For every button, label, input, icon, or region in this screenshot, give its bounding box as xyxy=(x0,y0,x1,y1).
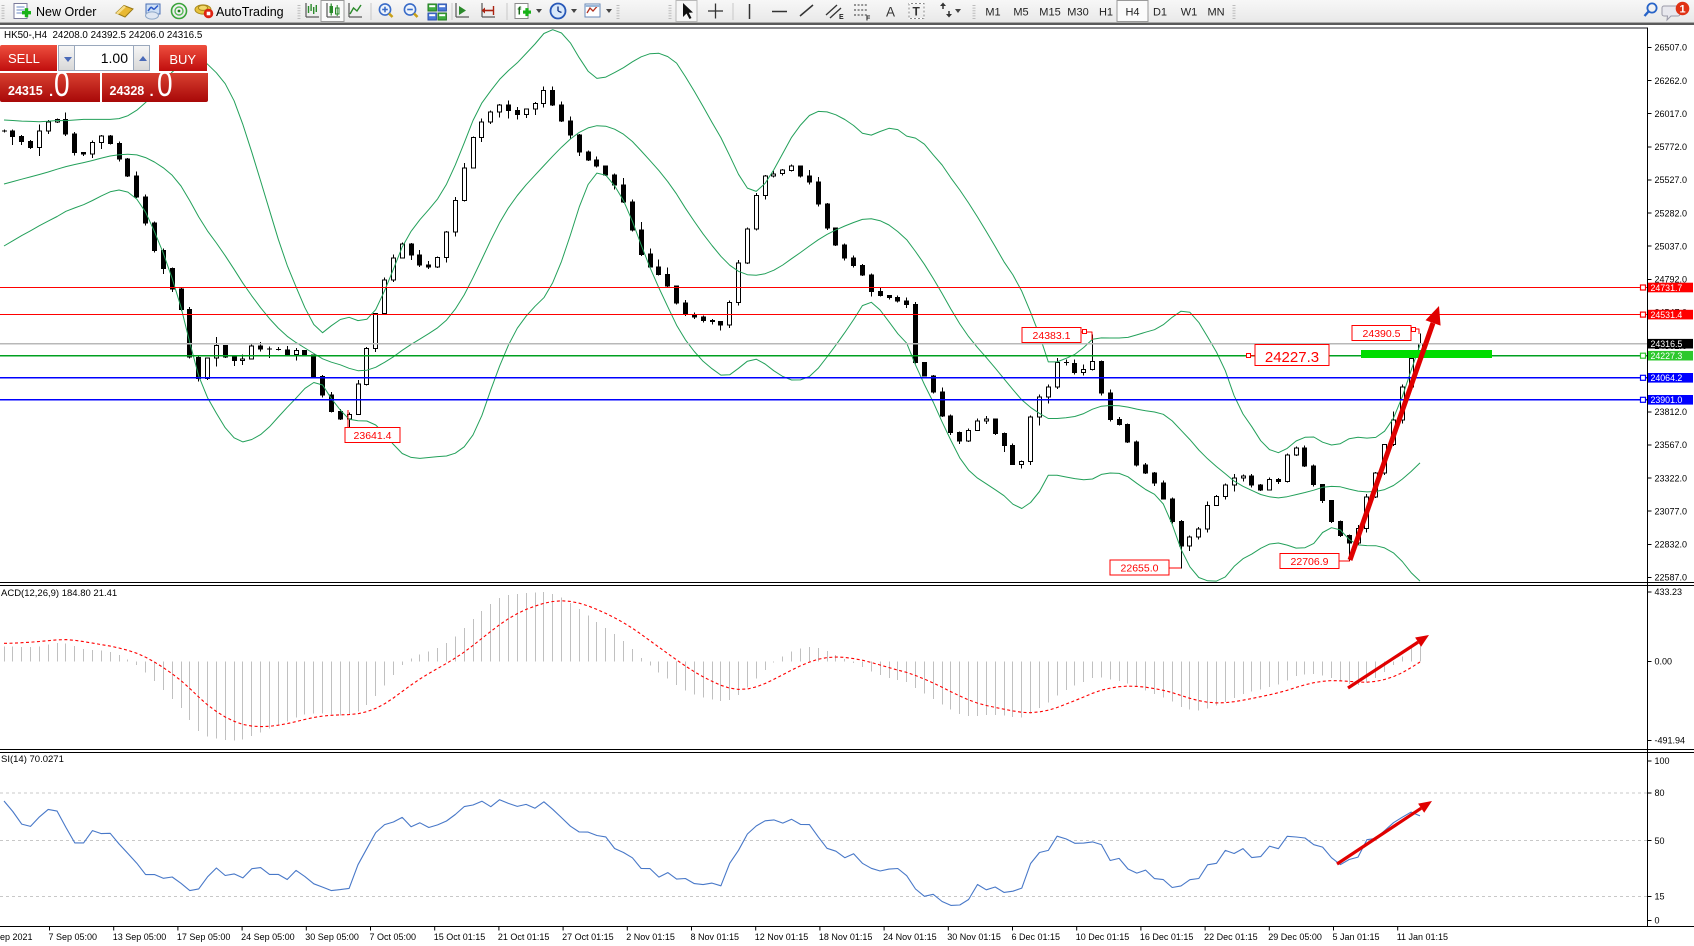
svg-text:24064.2: 24064.2 xyxy=(1651,373,1683,383)
svg-text:M5: M5 xyxy=(1013,7,1028,19)
svg-text:23901.0: 23901.0 xyxy=(1651,395,1683,405)
svg-text:22 Dec 01:15: 22 Dec 01:15 xyxy=(1204,932,1258,942)
svg-text:12 Nov 01:15: 12 Nov 01:15 xyxy=(755,932,809,942)
svg-text:1: 1 xyxy=(1679,4,1685,16)
svg-text:T: T xyxy=(913,5,921,19)
svg-text:22706.9: 22706.9 xyxy=(1291,556,1329,568)
svg-text:80: 80 xyxy=(1655,788,1665,798)
svg-text:26507.0: 26507.0 xyxy=(1655,43,1688,53)
svg-text:HK50-,H4 24208.0 24392.5 2420: HK50-,H4 24208.0 24392.5 24206.0 24316.5 xyxy=(4,30,203,41)
svg-text:25037.0: 25037.0 xyxy=(1655,241,1688,251)
svg-text:6 Dec 01:15: 6 Dec 01:15 xyxy=(1012,932,1061,942)
svg-text:16 Dec 01:15: 16 Dec 01:15 xyxy=(1140,932,1194,942)
svg-text:0.00: 0.00 xyxy=(1655,657,1673,667)
svg-text:13 Sep 05:00: 13 Sep 05:00 xyxy=(113,932,167,942)
svg-text:-491.94: -491.94 xyxy=(1655,736,1686,746)
svg-text:M1: M1 xyxy=(985,7,1000,19)
svg-text:23812.0: 23812.0 xyxy=(1655,407,1688,417)
svg-text:5 Jan 01:15: 5 Jan 01:15 xyxy=(1333,932,1380,942)
svg-text:30 Sep 05:00: 30 Sep 05:00 xyxy=(305,932,359,942)
svg-text:23641.4: 23641.4 xyxy=(354,430,392,442)
svg-text:D1: D1 xyxy=(1153,7,1167,19)
svg-text:0: 0 xyxy=(1655,916,1660,926)
svg-text:H1: H1 xyxy=(1099,7,1113,19)
svg-text:25527.0: 25527.0 xyxy=(1655,175,1688,185)
svg-text:22832.0: 22832.0 xyxy=(1655,540,1688,550)
svg-text:24390.5: 24390.5 xyxy=(1363,328,1401,340)
svg-text:23322.0: 23322.0 xyxy=(1655,473,1688,483)
svg-text:f: f xyxy=(518,6,522,18)
svg-text:24 Nov 01:15: 24 Nov 01:15 xyxy=(883,932,937,942)
svg-text:21 Oct 01:15: 21 Oct 01:15 xyxy=(498,932,550,942)
svg-text:7 Oct 05:00: 7 Oct 05:00 xyxy=(370,932,417,942)
svg-text:A: A xyxy=(886,5,895,20)
svg-text:MN: MN xyxy=(1207,7,1224,19)
svg-text:W1: W1 xyxy=(1181,7,1198,19)
svg-text:27 Oct 01:15: 27 Oct 01:15 xyxy=(562,932,614,942)
svg-text:22655.0: 22655.0 xyxy=(1121,563,1159,575)
svg-text:24383.1: 24383.1 xyxy=(1033,330,1071,342)
svg-text:433.23: 433.23 xyxy=(1655,587,1683,597)
svg-text:H4: H4 xyxy=(1125,7,1139,19)
svg-text:23567.0: 23567.0 xyxy=(1655,440,1688,450)
svg-text:22587.0: 22587.0 xyxy=(1655,573,1688,583)
svg-text:2 Nov 01:15: 2 Nov 01:15 xyxy=(626,932,675,942)
svg-text:18 Nov 01:15: 18 Nov 01:15 xyxy=(819,932,873,942)
svg-text:24227.3: 24227.3 xyxy=(1265,349,1319,366)
svg-text:SI(14) 70.0271: SI(14) 70.0271 xyxy=(1,754,64,765)
svg-text:25282.0: 25282.0 xyxy=(1655,208,1688,218)
svg-text:F: F xyxy=(866,16,871,23)
svg-text:17 Sep 05:00: 17 Sep 05:00 xyxy=(177,932,231,942)
svg-text:24 Sep 05:00: 24 Sep 05:00 xyxy=(241,932,295,942)
svg-text:24731.7: 24731.7 xyxy=(1651,283,1683,293)
svg-text:24531.4: 24531.4 xyxy=(1651,310,1683,320)
svg-text:8 Nov 01:15: 8 Nov 01:15 xyxy=(691,932,740,942)
svg-text:AutoTrading: AutoTrading xyxy=(216,5,284,19)
svg-text:E: E xyxy=(839,14,844,21)
svg-text:100: 100 xyxy=(1655,756,1670,766)
svg-text:24227.3: 24227.3 xyxy=(1651,351,1683,361)
svg-text:ep 2021: ep 2021 xyxy=(0,932,33,942)
svg-text:10 Dec 01:15: 10 Dec 01:15 xyxy=(1076,932,1130,942)
svg-text:15 Oct 01:15: 15 Oct 01:15 xyxy=(434,932,486,942)
svg-text:M15: M15 xyxy=(1039,7,1060,19)
svg-text:15: 15 xyxy=(1655,892,1665,902)
svg-text:50: 50 xyxy=(1655,836,1665,846)
svg-text:26017.0: 26017.0 xyxy=(1655,109,1688,119)
svg-text:24316.5: 24316.5 xyxy=(1651,339,1683,349)
svg-text:26262.0: 26262.0 xyxy=(1655,76,1688,86)
svg-text:23077.0: 23077.0 xyxy=(1655,506,1688,516)
svg-text:ACD(12,26,9) 184.80 21.41: ACD(12,26,9) 184.80 21.41 xyxy=(1,588,117,599)
svg-text:11 Jan 01:15: 11 Jan 01:15 xyxy=(1397,932,1448,942)
svg-text:New Order: New Order xyxy=(36,5,96,19)
svg-text:30 Nov 01:15: 30 Nov 01:15 xyxy=(947,932,1001,942)
svg-text:24792.0: 24792.0 xyxy=(1655,275,1688,285)
svg-text:M30: M30 xyxy=(1067,7,1088,19)
svg-text:7 Sep 05:00: 7 Sep 05:00 xyxy=(49,932,98,942)
svg-text:25772.0: 25772.0 xyxy=(1655,142,1688,152)
svg-text:29 Dec 05:00: 29 Dec 05:00 xyxy=(1268,932,1322,942)
